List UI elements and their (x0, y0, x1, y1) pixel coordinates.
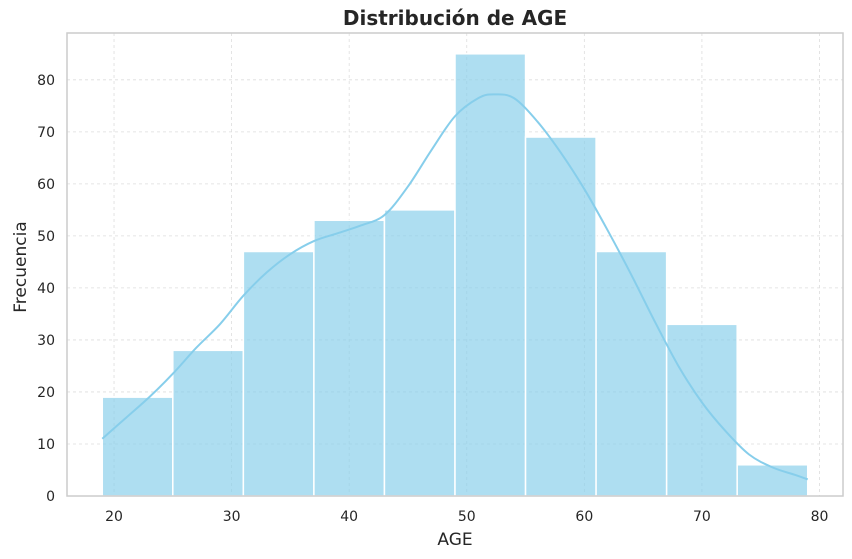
y-tick-label: 70 (37, 125, 55, 141)
x-tick-label: 70 (693, 509, 711, 525)
histogram-bar (383, 209, 456, 497)
histogram-bar (172, 349, 245, 497)
x-tick-label: 60 (575, 509, 593, 525)
histogram-bar (313, 219, 386, 497)
x-tick-label: 40 (340, 509, 358, 525)
y-tick-label: 40 (37, 281, 55, 297)
y-tick-label: 80 (37, 73, 55, 89)
y-tick-label: 30 (37, 333, 55, 349)
x-tick-label: 20 (105, 509, 123, 525)
y-tick-label: 60 (37, 177, 55, 193)
y-tick-label: 20 (37, 385, 55, 401)
x-tick-label: 50 (458, 509, 476, 525)
histogram-bars (101, 53, 809, 497)
tick-labels: 20 30 40 50 60 70 80 0 10 20 30 40 50 60 70 80 (37, 73, 828, 525)
plot-frame (66, 32, 844, 497)
x-axis-label: AGE (437, 530, 472, 550)
y-tick-label: 50 (37, 229, 55, 245)
x-tick-label: 30 (223, 509, 241, 525)
y-axis-label: Frecuencia (11, 221, 31, 312)
histogram-bar (736, 464, 809, 497)
histogram-bar (524, 136, 597, 497)
x-tick-label: 80 (811, 509, 829, 525)
kde-curve-group (101, 93, 809, 481)
histogram-bar (101, 396, 174, 497)
histogram-bar (242, 250, 315, 497)
y-tick-label: 0 (46, 489, 55, 505)
histogram-bar (454, 53, 527, 497)
y-tick-label: 10 (37, 437, 55, 453)
kde-curve (101, 93, 809, 481)
histogram-bar (665, 323, 738, 497)
histogram-bar (595, 250, 668, 497)
chart-title: Distribución de AGE (343, 6, 567, 30)
